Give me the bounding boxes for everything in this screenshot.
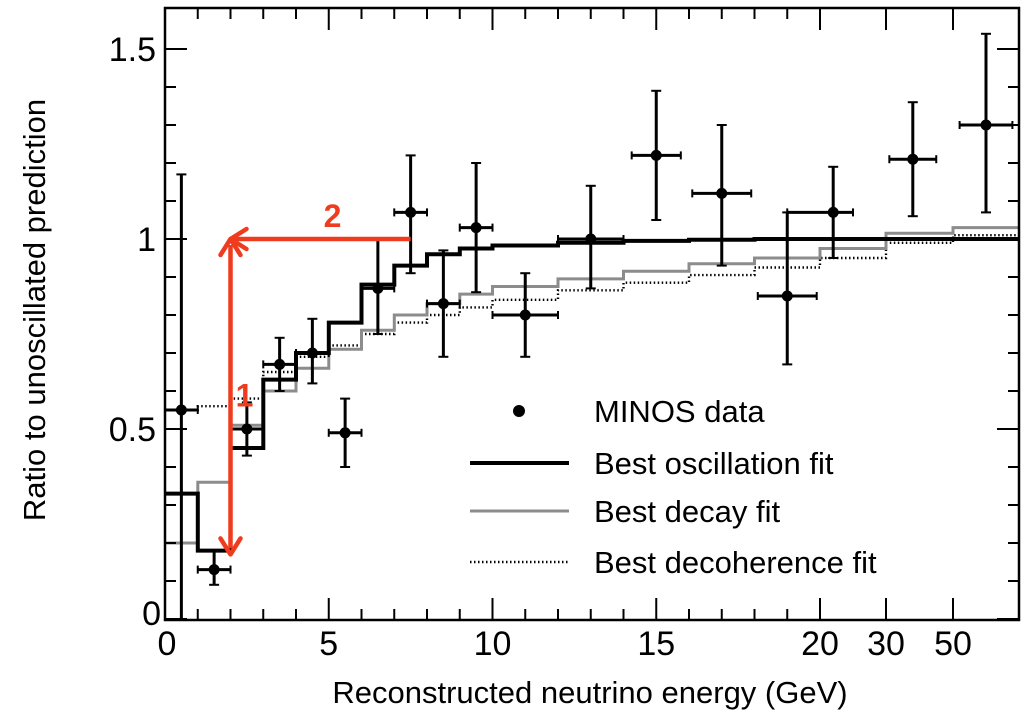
- data-marker: [519, 309, 531, 321]
- data-marker: [339, 427, 351, 439]
- data-marker: [405, 206, 417, 218]
- data-point: [360, 238, 396, 335]
- data-marker: [980, 119, 992, 131]
- x-tick-label: 20: [801, 625, 839, 663]
- data-marker: [306, 347, 318, 359]
- data-point: [491, 272, 559, 358]
- axis-ticks: [165, 8, 1019, 620]
- x-tick-label: 50: [934, 625, 972, 663]
- legend-item: Best decoherence fit: [470, 545, 877, 580]
- data-points: [164, 32, 1014, 619]
- data-point: [786, 165, 854, 259]
- data-marker: [781, 290, 793, 302]
- x-tick-label: 30: [867, 625, 905, 663]
- legend-label: Best decay fit: [594, 494, 780, 529]
- annotation-label: 1: [236, 378, 254, 414]
- legend-label: Best decoherence fit: [594, 545, 877, 580]
- data-point: [393, 154, 428, 275]
- data-point: [196, 549, 232, 586]
- legend-label: MINOS data: [594, 394, 765, 429]
- y-tick-label: 0.5: [109, 411, 156, 449]
- data-point: [164, 173, 199, 619]
- data-point: [262, 336, 297, 392]
- data-marker: [241, 423, 253, 435]
- legend-marker: [513, 405, 525, 417]
- data-marker: [208, 564, 220, 576]
- tick-labels: 0 0.5 1 1.5 0 5 10 15 20 30 50: [109, 31, 972, 663]
- data-marker: [470, 222, 482, 234]
- arrow-head: [228, 226, 249, 252]
- y-tick-label: 1: [137, 221, 156, 259]
- data-point: [295, 317, 330, 385]
- legend-item: MINOS data: [513, 394, 765, 429]
- legend: MINOS data Best oscillation fit Best decay…: [470, 394, 877, 580]
- x-tick-label: 0: [158, 625, 177, 663]
- x-tick-label: 15: [637, 625, 675, 663]
- legend-item: Best decay fit: [470, 494, 780, 529]
- data-marker: [827, 206, 839, 218]
- x-tick-label: 5: [319, 625, 338, 663]
- data-point: [458, 162, 494, 294]
- data-marker: [585, 233, 597, 245]
- data-point: [756, 211, 818, 366]
- data-point: [327, 397, 363, 468]
- annotations: 12: [218, 198, 411, 557]
- data-point: [630, 89, 682, 221]
- y-tick-label: 0: [142, 595, 161, 633]
- legend-label: Best oscillation fit: [594, 446, 834, 481]
- data-point: [426, 249, 461, 358]
- data-marker: [437, 298, 449, 310]
- annotation-arrow-2: 2: [228, 198, 411, 252]
- data-marker: [716, 187, 728, 199]
- x-tick-label: 10: [474, 625, 512, 663]
- data-point: [691, 124, 753, 267]
- data-point: [958, 32, 1014, 214]
- data-point: [888, 101, 938, 218]
- data-marker: [650, 149, 662, 161]
- data-marker: [907, 153, 919, 165]
- data-marker: [175, 404, 187, 416]
- arrow-head: [218, 536, 243, 557]
- y-tick-label: 1.5: [109, 31, 156, 69]
- data-point: [557, 184, 625, 290]
- y-axis-title: Ratio to unoscillated prediction: [17, 99, 52, 521]
- data-marker: [274, 358, 286, 370]
- data-marker: [372, 282, 384, 294]
- data-point: [229, 401, 265, 457]
- legend-item: Best oscillation fit: [470, 446, 834, 481]
- annotation-label: 2: [324, 198, 342, 234]
- x-axis-title: Reconstructed neutrino energy (GeV): [332, 675, 847, 710]
